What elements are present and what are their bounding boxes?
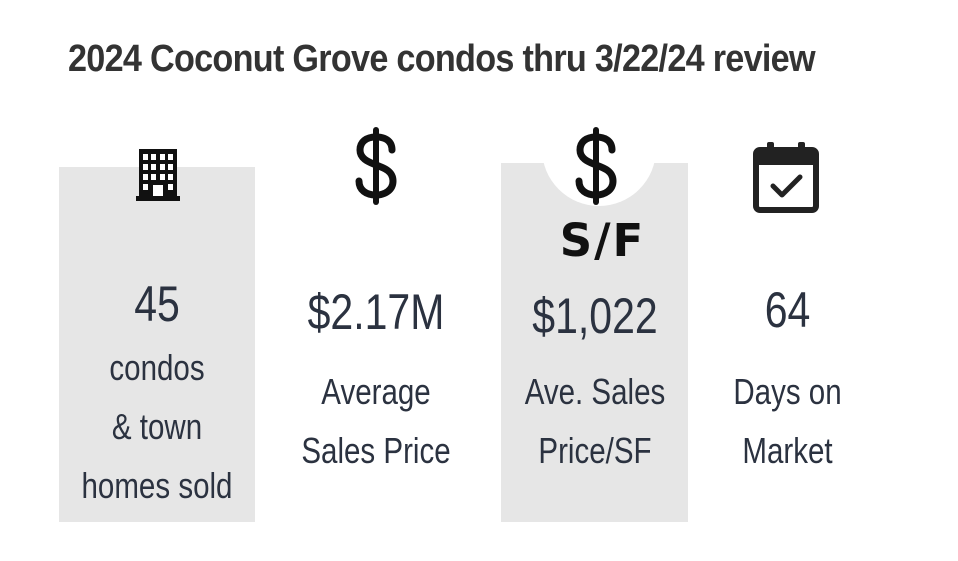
calendar-check-icon — [753, 142, 819, 213]
stat-label-average-price: Average Sales Price — [301, 371, 451, 471]
page-title: 2024 Coconut Grove condos thru 3/22/24 r… — [68, 38, 816, 80]
stat-panel-background-units — [59, 167, 255, 522]
stat-value-average-price: $2.17M — [307, 284, 445, 340]
stat-value-price-per-sf: $1,022 — [532, 288, 658, 344]
stat-value-days-on-market: 64 — [764, 282, 811, 338]
stat-value-units-sold: 45 — [134, 276, 180, 332]
dollar-icon — [575, 127, 617, 205]
building-icon — [136, 149, 180, 201]
stat-label-units-sold: condos & town homes sold — [81, 347, 233, 506]
stat-panel-background-price-sf — [501, 163, 688, 522]
price-per-sf-icon-label: S/F — [559, 214, 646, 267]
stat-label-price-per-sf: Ave. Sales Price/SF — [524, 371, 666, 471]
dollar-icon — [355, 127, 397, 205]
stat-label-days-on-market: Days on Market — [733, 371, 842, 471]
